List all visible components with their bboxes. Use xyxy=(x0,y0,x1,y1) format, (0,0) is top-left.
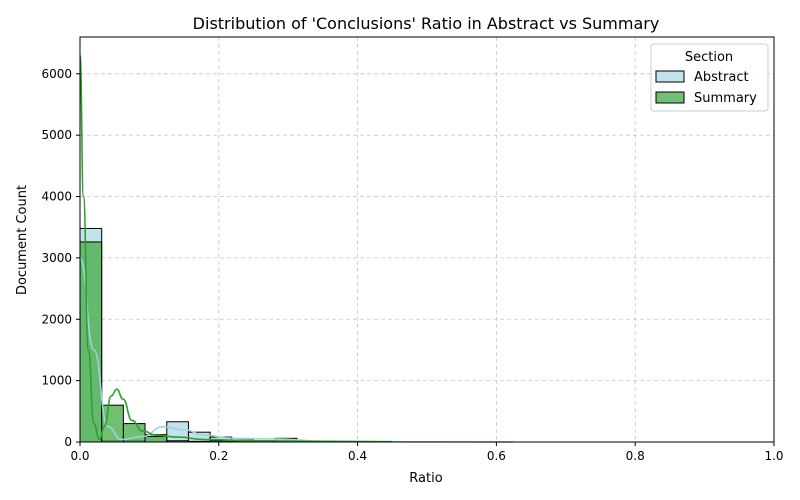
bar-summary xyxy=(144,435,168,443)
chart-title: Distribution of 'Conclusions' Ratio in A… xyxy=(193,14,660,33)
legend-swatch-summary xyxy=(655,91,685,104)
plot-frame xyxy=(79,36,775,443)
y-tick-label: 1000 xyxy=(41,374,72,388)
x-tick-label: 0.2 xyxy=(209,449,228,463)
x-tick-label: 0.0 xyxy=(70,449,89,463)
y-tick-label: 5000 xyxy=(41,128,72,142)
legend-label-abstract: Abstract xyxy=(694,70,749,85)
x-tick-label: 0.4 xyxy=(348,449,367,463)
x-axis-ticks: 0.0 0.2 0.4 0.6 0.8 1.0 xyxy=(70,442,784,463)
legend: Section Abstract Summary xyxy=(650,43,769,112)
y-tick-label: 6000 xyxy=(41,67,72,81)
legend-label-summary: Summary xyxy=(694,91,757,106)
legend-swatch-abstract xyxy=(655,70,685,83)
y-axis-ticks: 0 1000 2000 3000 4000 5000 6000 xyxy=(41,67,80,449)
grid xyxy=(80,37,775,442)
x-tick-label: 0.6 xyxy=(487,449,506,463)
x-axis-label: Ratio xyxy=(409,471,442,486)
bars xyxy=(79,227,298,443)
y-tick-label: 2000 xyxy=(41,312,72,326)
x-tick-label: 0.8 xyxy=(626,449,645,463)
y-tick-label: 4000 xyxy=(41,190,72,204)
bar-abstract xyxy=(166,421,189,443)
y-tick-label: 3000 xyxy=(41,251,72,265)
legend-title: Section xyxy=(685,50,733,65)
kde-lines xyxy=(79,54,514,443)
y-tick-label: 0 xyxy=(64,435,72,449)
kde-line-abstract xyxy=(79,257,514,443)
y-axis-label: Document Count xyxy=(15,185,30,295)
x-tick-label: 1.0 xyxy=(764,449,783,463)
kde-line-summary xyxy=(79,54,393,443)
